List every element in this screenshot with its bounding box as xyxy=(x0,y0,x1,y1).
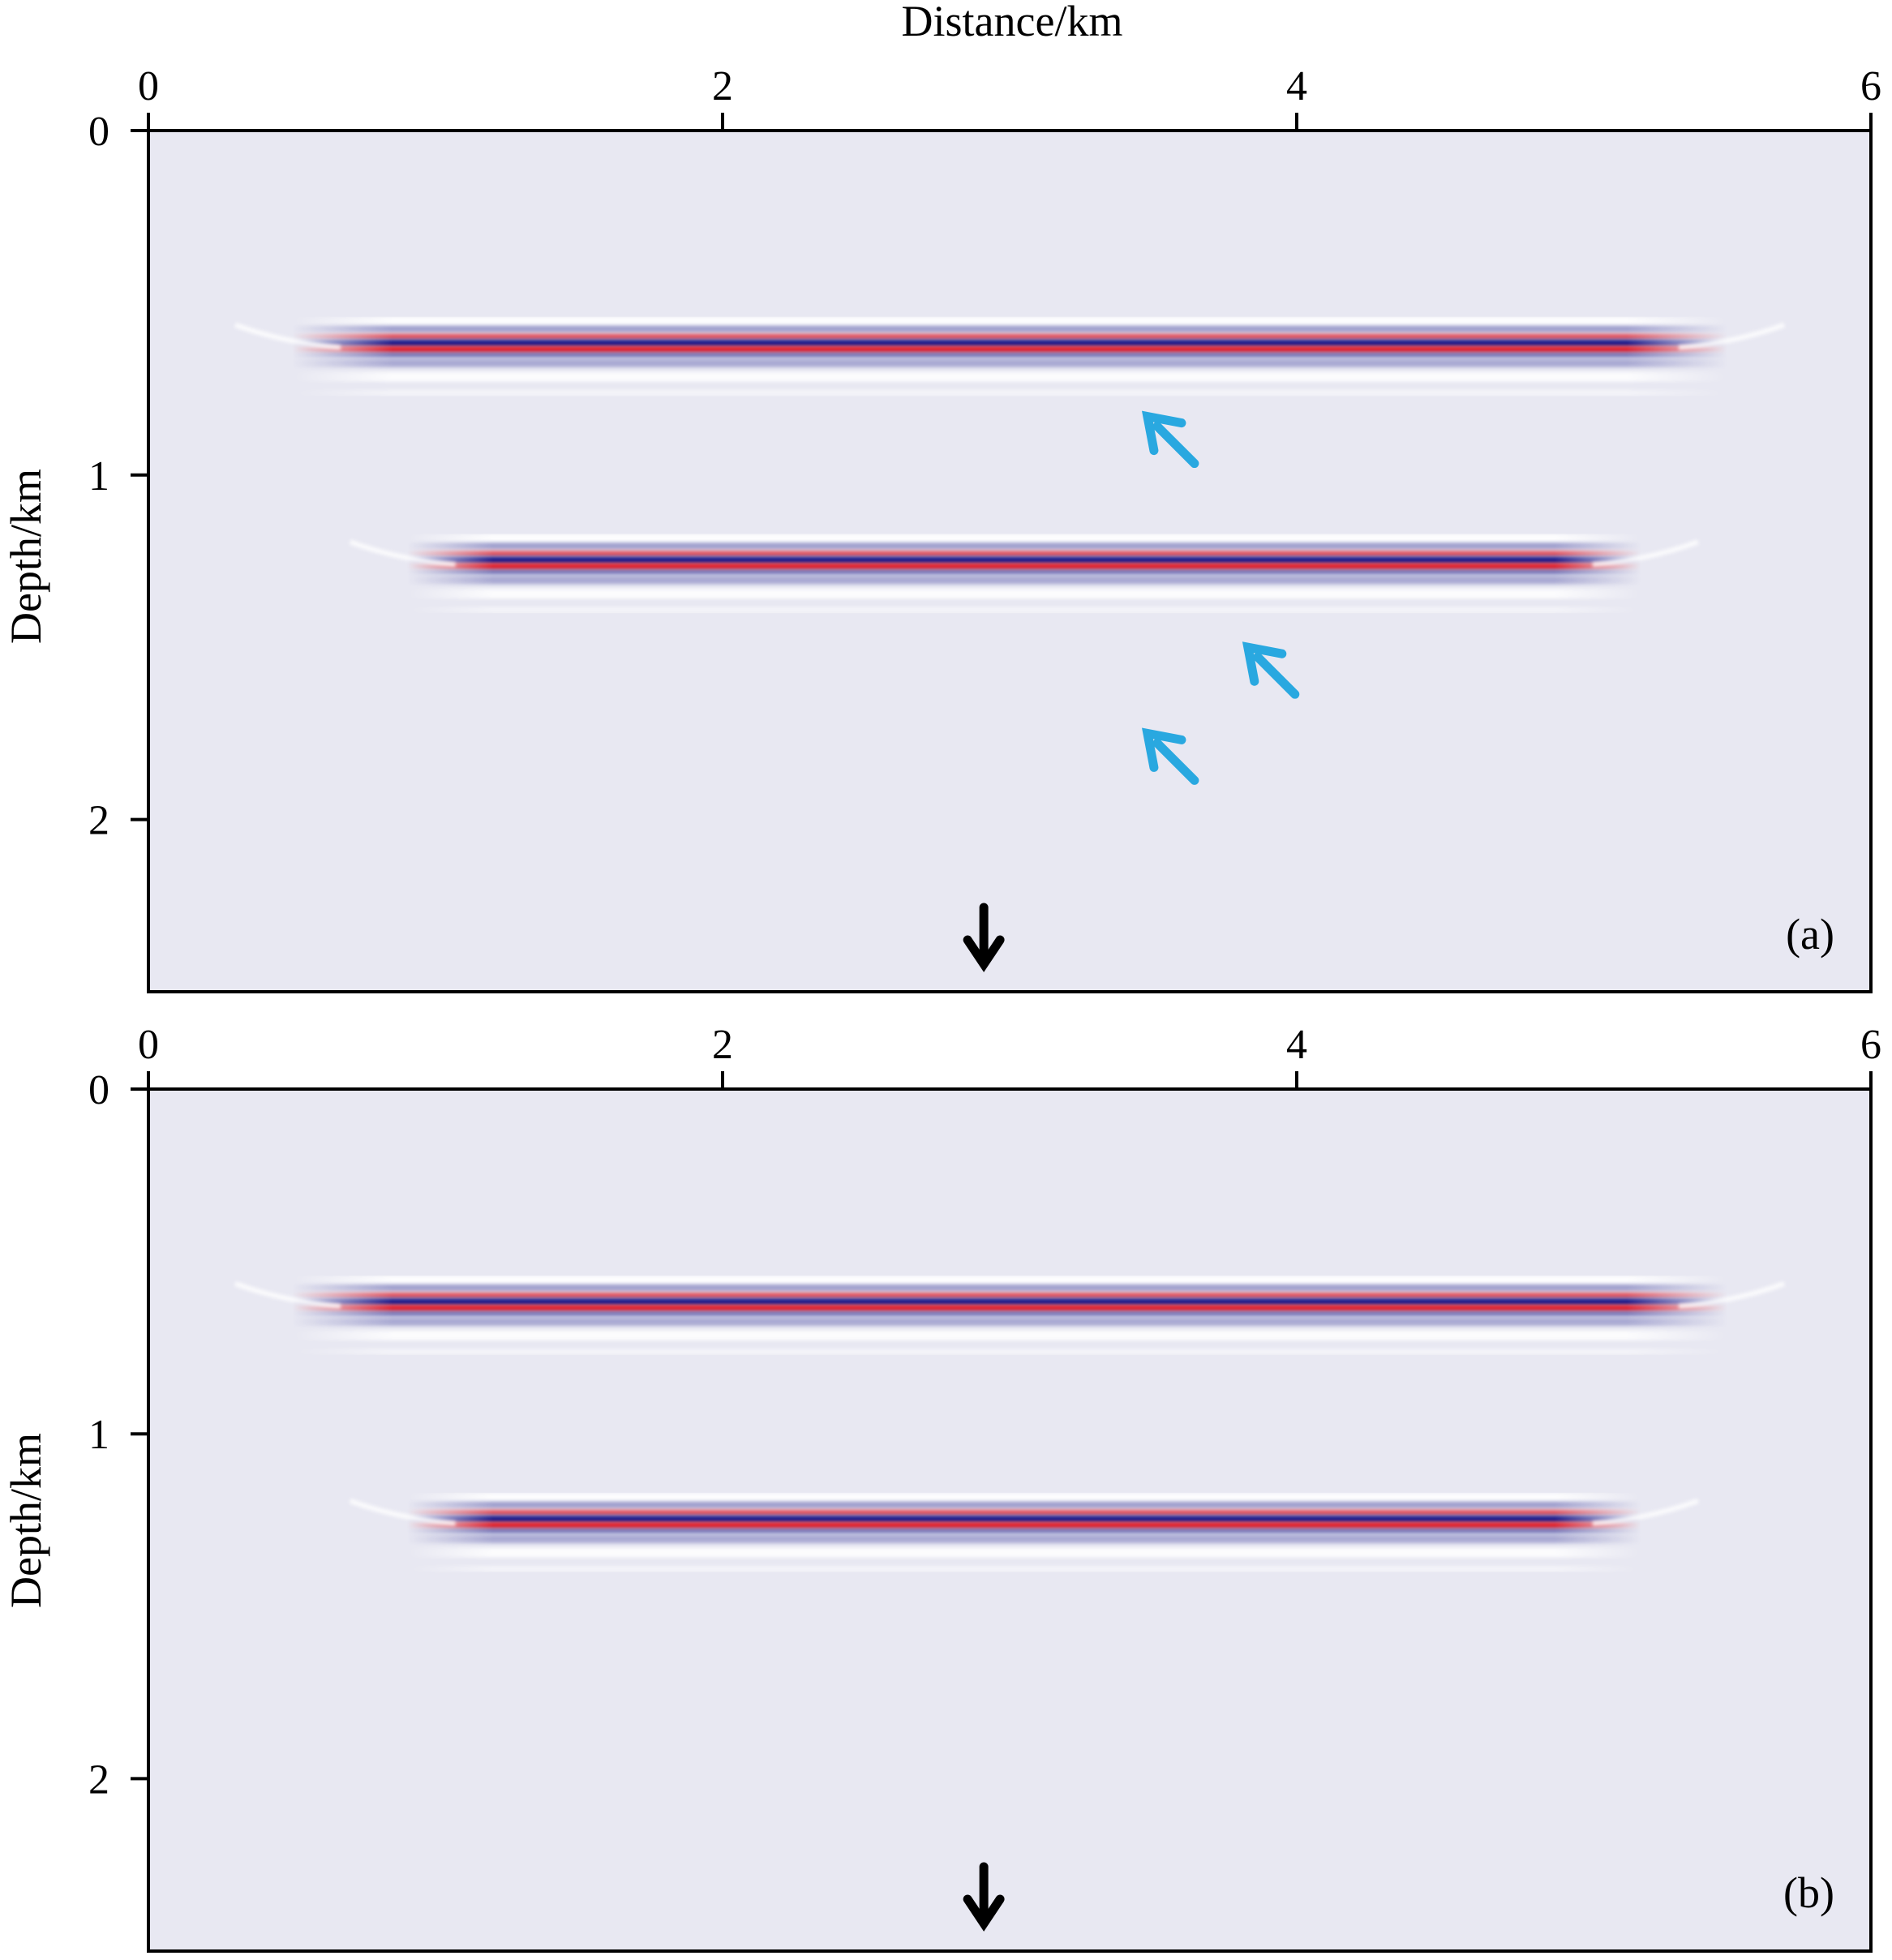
reflector-1-band-7 xyxy=(292,1317,1727,1326)
panel-b-frame xyxy=(147,1087,1873,1953)
x-tick-label-0: 0 xyxy=(138,1022,159,1068)
reflector-1-band-2 xyxy=(292,325,1727,332)
reflector-1-band-1 xyxy=(292,316,1727,325)
annotation-arrow-3 xyxy=(1142,727,1199,785)
reflector-1-band-8 xyxy=(292,1330,1727,1340)
x-tick-label-4: 4 xyxy=(1286,63,1307,109)
panel-a-frame xyxy=(147,129,1873,993)
reflector-1-band-6 xyxy=(292,1310,1727,1316)
reflector-2-band-8 xyxy=(406,589,1641,599)
reflector-2-band-3 xyxy=(406,551,1641,557)
reflector-2-band-1 xyxy=(406,534,1641,543)
reflector-1-band-4 xyxy=(292,1297,1727,1306)
annotation-arrow-2 xyxy=(1242,641,1300,699)
reflector-2-band-5 xyxy=(406,1521,1641,1529)
reflector-1-band-2 xyxy=(292,1284,1727,1291)
x-tick-label-2: 2 xyxy=(712,63,733,109)
reflector-2-band-9 xyxy=(406,607,1641,614)
panel-b-annotations xyxy=(963,1862,1005,1932)
y-tick-label-1: 1 xyxy=(88,453,109,500)
reflector-1-band-5 xyxy=(292,345,1727,353)
reflector-1-band-5 xyxy=(292,1304,1727,1311)
panel-a-y-ticks: 0 1 2 xyxy=(88,109,148,844)
marker-arrow-head xyxy=(963,1894,1005,1932)
reflector-2-band-5 xyxy=(406,563,1641,570)
y-tick-label-0: 0 xyxy=(88,109,109,155)
panel-b-traces xyxy=(234,1275,1786,1572)
annotation-arrow-head xyxy=(1142,410,1186,456)
x-tick-label-2: 2 xyxy=(712,1022,733,1068)
reflector-2-band-2 xyxy=(406,1501,1641,1508)
reflector-1-band-9 xyxy=(292,389,1727,397)
panel-a-annotations xyxy=(963,410,1300,972)
reflector-1-right-tail xyxy=(1678,322,1786,350)
panel-b-y-axis-label: Depth/km xyxy=(2,1433,50,1608)
panel-b-label: (b) xyxy=(1783,1868,1834,1917)
reflector-1-left-tail xyxy=(234,322,341,350)
reflector-1-band-4 xyxy=(292,339,1727,347)
annotation-arrow-shaft xyxy=(1152,738,1199,785)
reflector-2-band-7 xyxy=(406,1534,1641,1543)
reflector-2-band-6 xyxy=(406,1528,1641,1533)
y-tick-label-2: 2 xyxy=(88,798,109,844)
panel-a-x-ticks: 0 2 4 6 xyxy=(138,63,1881,131)
panel-b-y-ticks: 0 1 2 xyxy=(88,1067,148,1803)
reflector-2-band-2 xyxy=(406,543,1641,550)
reflector-2-left-tail xyxy=(349,539,456,568)
reflector-1-left-tail xyxy=(234,1281,341,1309)
x-tick-label-4: 4 xyxy=(1286,1022,1307,1068)
panel-a-label: (a) xyxy=(1786,910,1834,959)
x-tick-label-6: 6 xyxy=(1860,1022,1881,1068)
reflector-2-band-1 xyxy=(406,1492,1641,1501)
marker-arrow-4 xyxy=(963,903,1005,972)
reflector-1-band-3 xyxy=(292,1292,1727,1298)
reflector-1-band-1 xyxy=(292,1275,1727,1284)
y-tick-label-2: 2 xyxy=(88,1756,109,1803)
x-tick-label-6: 6 xyxy=(1860,63,1881,109)
reflector-1-band-6 xyxy=(292,352,1727,358)
panel-a-traces xyxy=(234,316,1786,614)
y-tick-label-1: 1 xyxy=(88,1412,109,1458)
reflector-2-band-3 xyxy=(406,1509,1641,1516)
panel-b-x-ticks: 0 2 4 6 xyxy=(138,1022,1881,1089)
reflector-1-right-tail xyxy=(1678,1281,1786,1309)
marker-arrow-head xyxy=(963,935,1005,972)
panel-a: 0 2 4 6 0 1 2 Depth/km (a) xyxy=(2,63,1881,993)
reflector-2-band-7 xyxy=(406,576,1641,585)
marker-arrow-1 xyxy=(963,1862,1005,1932)
reflector-2-band-4 xyxy=(406,556,1641,564)
reflector-1-band-9 xyxy=(292,1348,1727,1355)
annotation-arrow-shaft xyxy=(1152,422,1199,469)
y-tick-label-0: 0 xyxy=(88,1067,109,1113)
reflector-2-right-tail xyxy=(1592,1498,1699,1526)
reflector-2-band-9 xyxy=(406,1565,1641,1572)
reflector-1-band-7 xyxy=(292,358,1727,367)
reflector-2-band-8 xyxy=(406,1547,1641,1558)
reflector-2-band-4 xyxy=(406,1515,1641,1523)
panel-b: 0 2 4 6 0 1 2 Depth/km (b) xyxy=(2,1022,1881,1953)
reflector-1 xyxy=(292,1275,1727,1355)
annotation-arrow-head xyxy=(1242,641,1287,686)
reflector-2-right-tail xyxy=(1592,539,1699,568)
reflector-2 xyxy=(406,1492,1641,1572)
x-axis-label: Distance/km xyxy=(902,0,1123,45)
reflector-1-band-3 xyxy=(292,333,1727,340)
annotation-arrow-shaft xyxy=(1253,652,1300,699)
annotation-arrow-1 xyxy=(1142,410,1199,469)
reflector-2-left-tail xyxy=(349,1498,456,1526)
annotation-arrow-head xyxy=(1142,727,1186,772)
reflector-1 xyxy=(292,316,1727,397)
x-tick-label-0: 0 xyxy=(138,63,159,109)
reflector-1-band-8 xyxy=(292,371,1727,382)
reflector-2 xyxy=(406,534,1641,614)
panel-a-y-axis-label: Depth/km xyxy=(2,469,50,644)
reflector-2-band-6 xyxy=(406,569,1641,575)
